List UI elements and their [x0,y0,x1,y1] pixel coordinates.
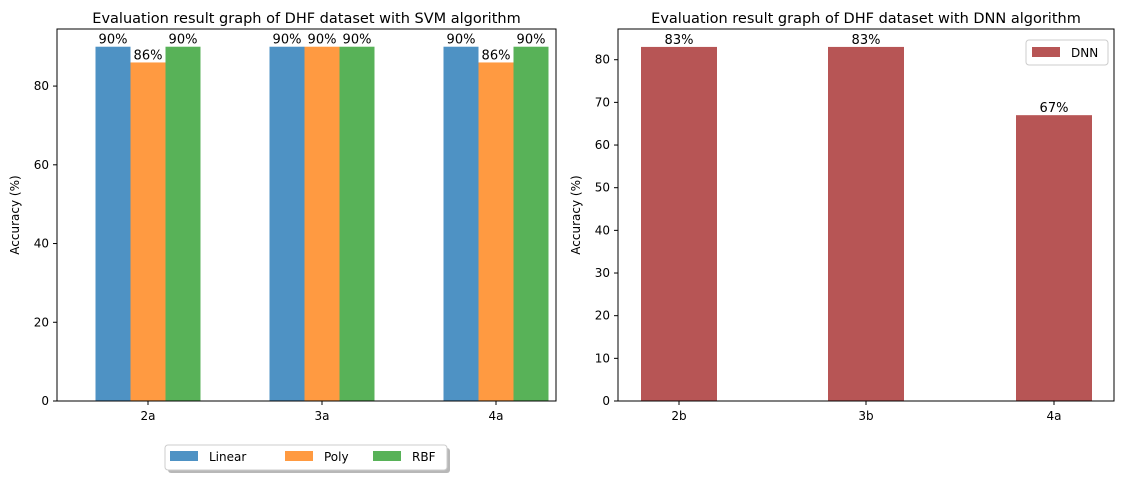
y-axis-label: Accuracy (%) [8,175,22,254]
y-tick-label: 10 [595,351,610,365]
chart-panel-0: 90% 90% 90% 86% 90% 86% 90% 90% 90% 0 20 40 60 80 2a 3a… [8,11,557,423]
plot-frame [56,28,557,402]
bar-poly-4a [478,62,514,401]
x-tick-label: 4a [1047,409,1062,423]
bar-linear-3a [269,46,305,401]
y-tick-label: 20 [34,315,49,329]
bar-rbf-3a [339,46,375,401]
data-label: 90% [343,33,372,48]
bar-linear-4a [443,46,479,401]
data-label: 83% [665,33,694,48]
legend-svm: Linear Poly RBF [164,444,450,473]
data-label: 90% [308,33,337,48]
x-tick-label: 3a [315,409,330,423]
bar-rbf-4a [513,46,549,401]
legend-label: DNN [1071,46,1098,60]
chart-title: Evaluation result graph of DHF dataset w… [92,11,520,27]
y-tick-label: 20 [595,309,610,323]
bar-poly-2a [130,62,166,401]
y-tick-label: 80 [34,79,49,93]
data-label: 67% [1040,101,1069,116]
x-tick-label: 3b [858,409,873,423]
data-label: 90% [99,33,128,48]
data-label: 90% [169,33,198,48]
y-tick-label: 40 [595,223,610,237]
bar-dnn-4a [1016,115,1092,401]
bar-linear-2a [95,46,131,401]
legend-label: Linear [209,450,246,464]
chart-title: Evaluation result graph of DHF dataset w… [651,11,1081,27]
legend-box [1025,39,1109,66]
y-tick-label: 0 [602,394,610,408]
legend-dnn: DNN [1025,39,1109,66]
legend-swatch-rbf [373,451,401,461]
x-tick-label: 4a [489,409,504,423]
y-axis-label: Accuracy (%) [569,175,583,254]
y-tick-label: 80 [595,53,610,67]
bar-rbf-2a [165,46,201,401]
bar-dnn-2b [641,46,717,402]
bar-dnn-3b [828,46,904,402]
legend-label: RBF [412,450,436,464]
data-label: 90% [447,33,476,48]
y-tick-label: 0 [41,394,49,408]
data-label: 86% [482,48,511,63]
bar-poly-3a [304,46,340,401]
data-label: 90% [273,33,302,48]
y-tick-label: 60 [595,138,610,152]
y-tick-label: 30 [595,266,610,280]
legend-label: Poly [324,450,349,464]
data-label: 83% [852,33,881,48]
x-tick-label: 2b [671,409,686,423]
y-tick-label: 50 [595,181,610,195]
x-tick-label: 2a [141,409,156,423]
chart-panel-1: 83% 83% 67% 0 10 20 30 40 50 60 70 80 2b 3b 4a Evaluati… [569,11,1115,423]
legend-swatch-poly [285,451,313,461]
y-tick-label: 60 [34,158,49,172]
data-label: 90% [517,33,546,48]
data-label: 86% [134,48,163,63]
legend-swatch-dnn [1032,47,1060,57]
legend-swatch-linear [170,451,198,461]
y-tick-label: 40 [34,237,49,251]
y-tick-label: 70 [595,95,610,109]
